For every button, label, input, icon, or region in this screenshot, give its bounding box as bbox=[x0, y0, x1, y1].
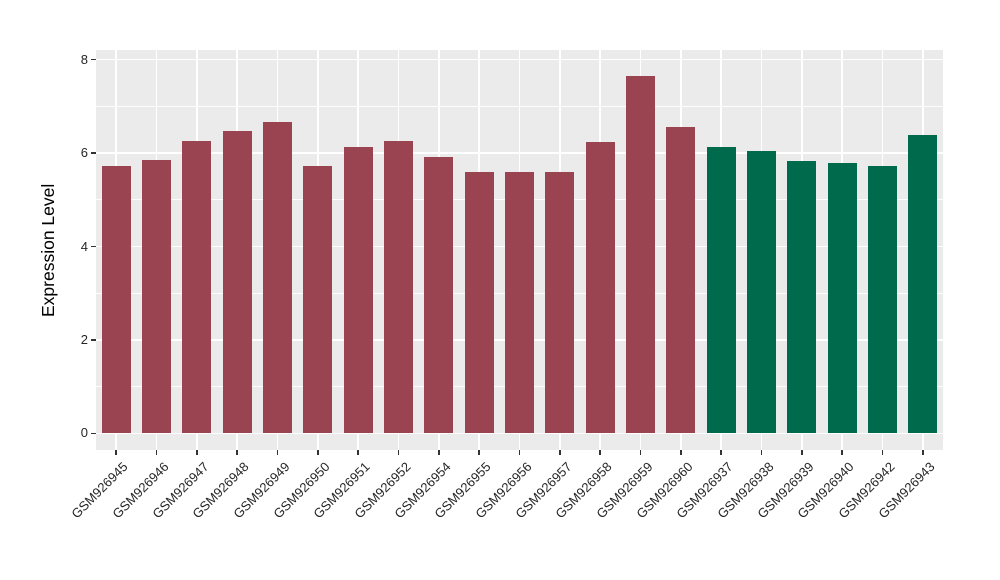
x-tick-mark bbox=[518, 450, 521, 455]
bar-GSM926937 bbox=[706, 147, 736, 434]
bar-GSM926943 bbox=[908, 135, 938, 434]
plot-panel bbox=[96, 50, 943, 450]
y-tick-mark bbox=[91, 339, 96, 341]
bar-GSM926949 bbox=[263, 122, 292, 434]
x-tick-mark bbox=[720, 450, 722, 455]
x-tick-mark bbox=[155, 450, 158, 455]
x-tick-mark bbox=[680, 450, 682, 455]
y-tick-mark bbox=[91, 245, 96, 248]
y-tick-label-0: 0 bbox=[80, 425, 88, 441]
bar-GSM926942 bbox=[868, 166, 897, 434]
bar-GSM926950 bbox=[303, 166, 333, 434]
y-tick-mark bbox=[91, 58, 96, 61]
x-tick-mark bbox=[760, 450, 763, 455]
bar-GSM926940 bbox=[827, 163, 857, 434]
bar-GSM926952 bbox=[384, 140, 413, 434]
bar-GSM926947 bbox=[182, 140, 212, 434]
x-tick-mark bbox=[276, 450, 279, 455]
bar-GSM926939 bbox=[787, 160, 817, 434]
bar-GSM926958 bbox=[585, 142, 615, 434]
x-tick-mark bbox=[922, 450, 924, 455]
y-tick-label-8: 8 bbox=[80, 51, 88, 67]
gridline-minor bbox=[96, 106, 943, 107]
x-tick-mark bbox=[438, 450, 440, 455]
y-tick-mark bbox=[91, 152, 96, 154]
bar-GSM926945 bbox=[101, 165, 131, 434]
bar-GSM926954 bbox=[424, 157, 454, 434]
x-tick-mark bbox=[397, 450, 400, 455]
x-tick-mark bbox=[478, 450, 480, 455]
y-tick-mark bbox=[91, 432, 96, 435]
bar-GSM926959 bbox=[626, 75, 655, 434]
bar-GSM926956 bbox=[505, 172, 534, 434]
bar-GSM926938 bbox=[747, 150, 776, 434]
x-tick-mark bbox=[236, 450, 238, 455]
x-tick-mark bbox=[559, 450, 561, 455]
x-tick-mark bbox=[639, 450, 642, 455]
x-tick-mark bbox=[317, 450, 319, 455]
bar-GSM926957 bbox=[545, 172, 575, 434]
bar-GSM926948 bbox=[222, 130, 252, 434]
x-tick-mark bbox=[599, 450, 601, 455]
bar-GSM926946 bbox=[142, 159, 171, 434]
x-tick-mark bbox=[196, 450, 198, 455]
gridline-major bbox=[96, 58, 943, 61]
x-tick-mark bbox=[841, 450, 843, 455]
y-tick-label-2: 2 bbox=[80, 331, 88, 347]
gridline-major bbox=[96, 152, 943, 154]
x-tick-mark bbox=[357, 450, 359, 455]
x-tick-mark bbox=[881, 450, 884, 455]
bar-GSM926960 bbox=[666, 126, 696, 434]
y-tick-label-6: 6 bbox=[80, 145, 88, 161]
x-tick-mark bbox=[801, 450, 803, 455]
bar-GSM926955 bbox=[464, 172, 494, 434]
y-tick-label-4: 4 bbox=[80, 238, 88, 254]
x-tick-mark bbox=[115, 450, 117, 455]
bar-GSM926951 bbox=[343, 147, 373, 434]
